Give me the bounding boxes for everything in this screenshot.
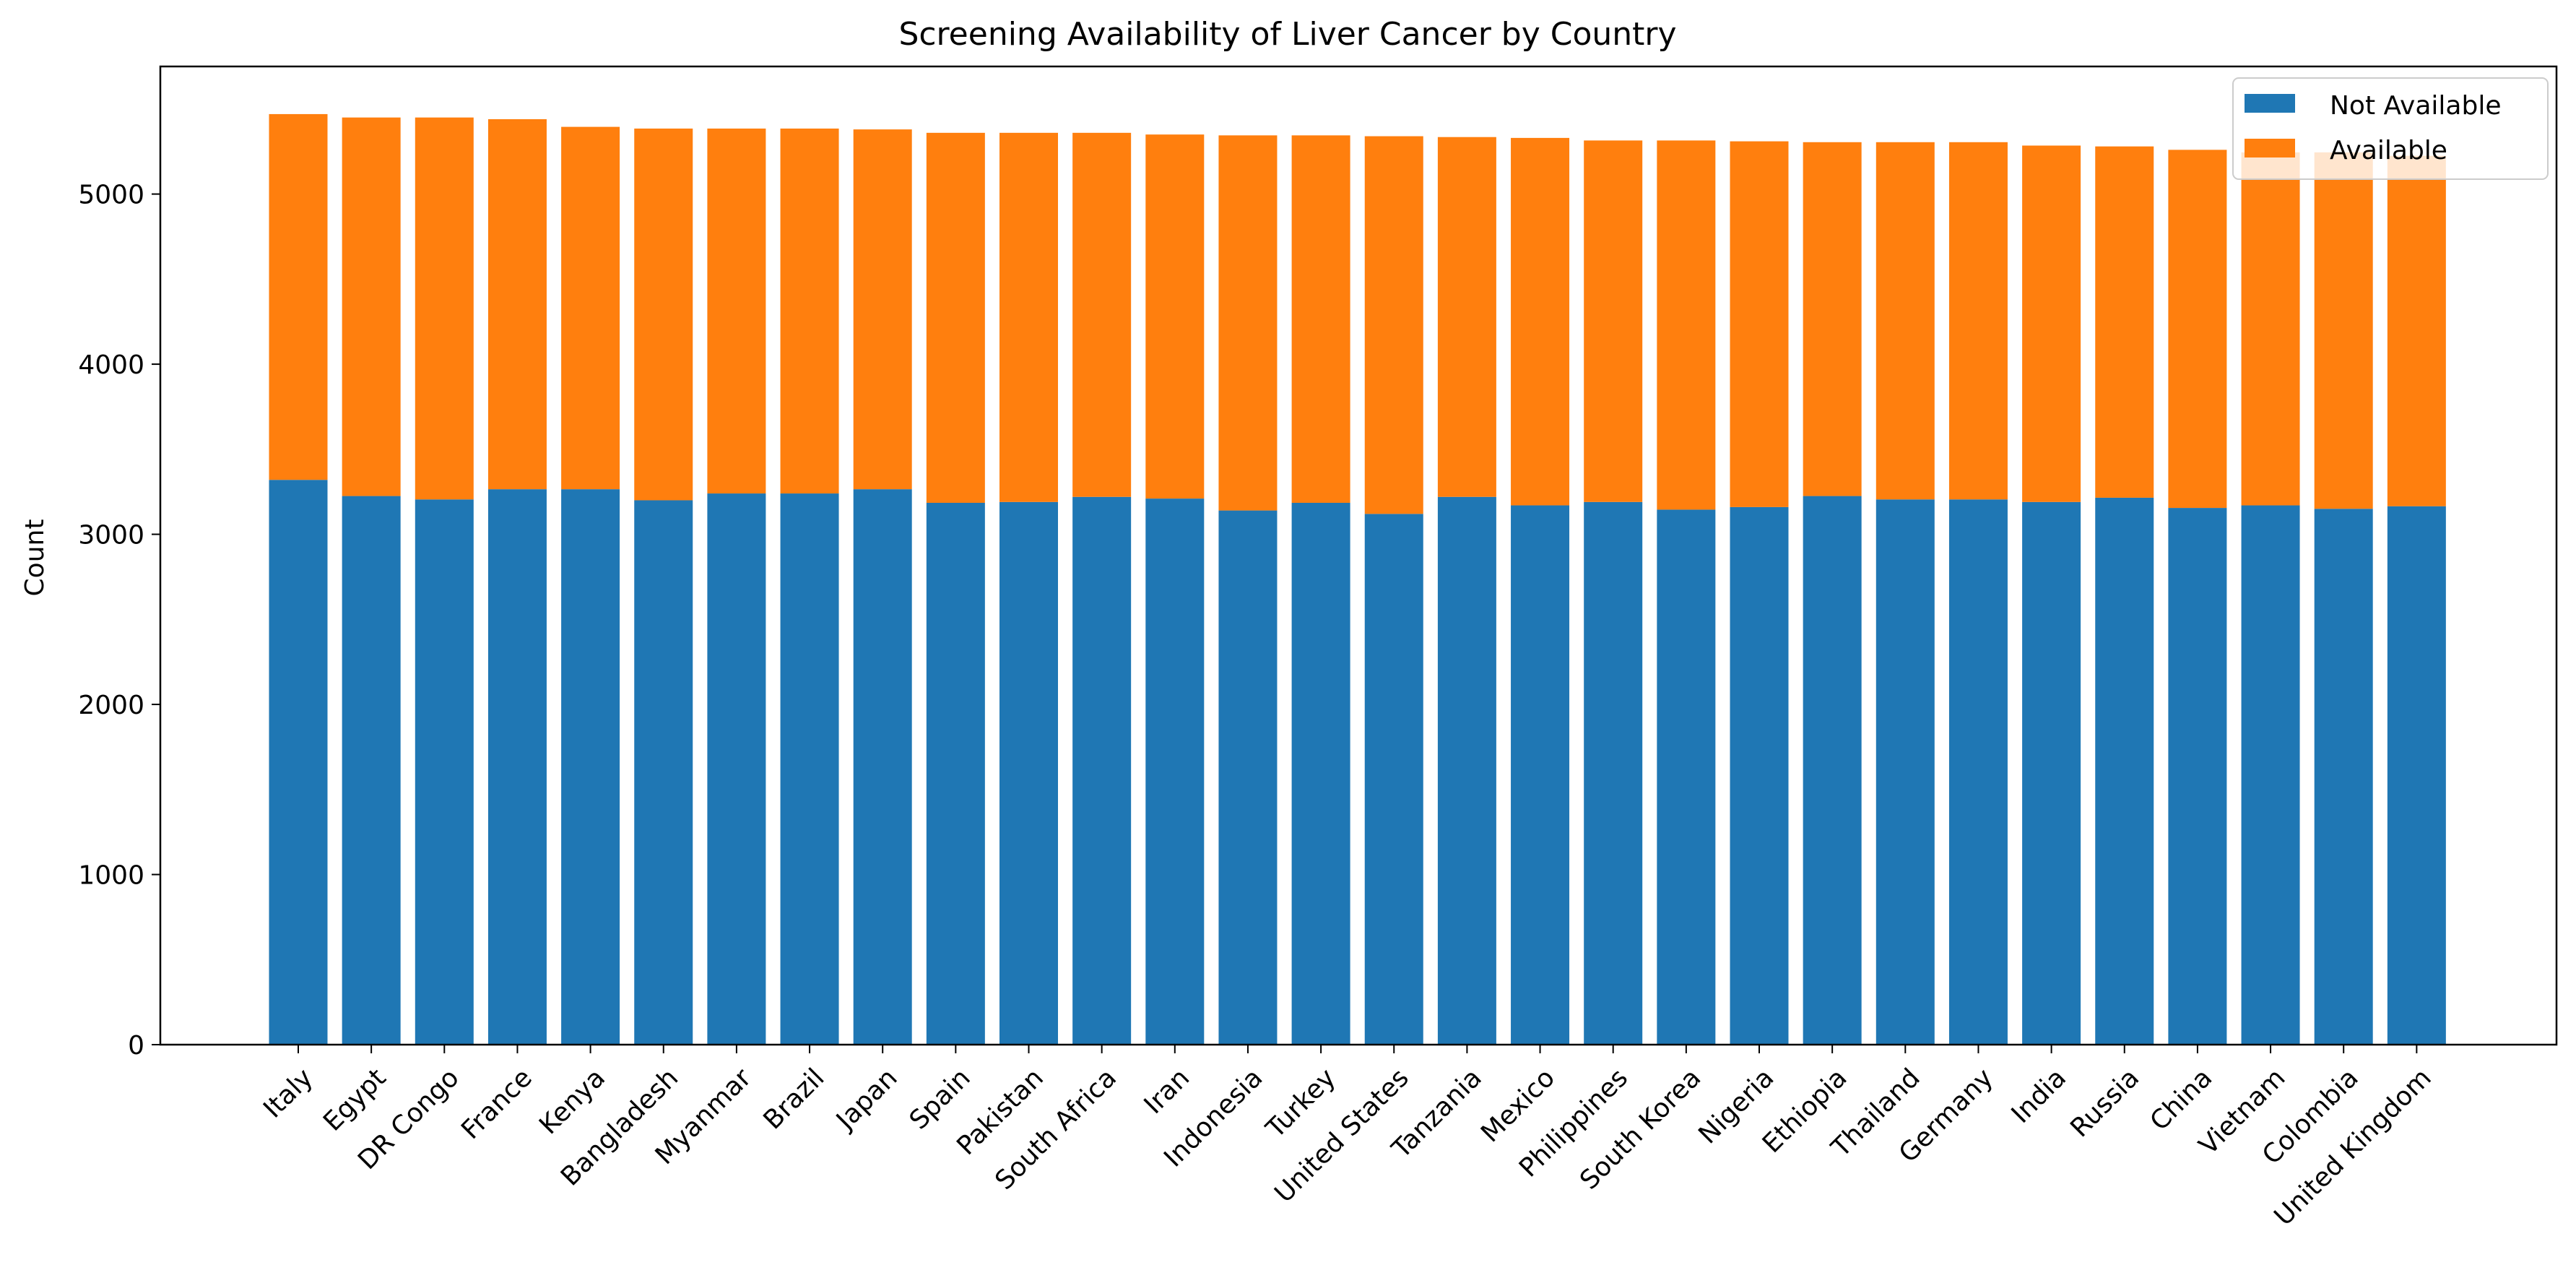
chart-title: Screening Availability of Liver Cancer b… bbox=[898, 16, 1676, 53]
bar-available-brazil bbox=[780, 128, 839, 494]
bar-available-south-korea bbox=[1657, 140, 1716, 510]
bar-not-available-united-kingdom bbox=[2387, 506, 2446, 1045]
bar-available-indonesia bbox=[1218, 135, 1278, 511]
bar-not-available-france bbox=[487, 489, 547, 1045]
bar-not-available-germany bbox=[1948, 499, 2008, 1045]
bar-not-available-vietnam bbox=[2241, 505, 2300, 1045]
bar-not-available-myanmar bbox=[707, 493, 766, 1045]
bar-available-egypt bbox=[342, 117, 401, 496]
bar-not-available-italy bbox=[269, 480, 328, 1045]
bar-available-russia bbox=[2095, 146, 2154, 498]
bar-available-south-africa bbox=[1072, 132, 1132, 497]
y-tick-label-4000: 4000 bbox=[78, 350, 144, 380]
y-tick-label-5000: 5000 bbox=[78, 181, 144, 210]
legend: Not Available Available bbox=[2232, 77, 2549, 180]
y-tick-label-1000: 1000 bbox=[78, 861, 144, 891]
bar-not-available-mexico bbox=[1511, 505, 1570, 1045]
bar-not-available-brazil bbox=[780, 493, 839, 1045]
bar-not-available-south-africa bbox=[1072, 496, 1132, 1045]
bar-not-available-kenya bbox=[561, 489, 620, 1045]
bar-not-available-nigeria bbox=[1730, 506, 1789, 1045]
bar-not-available-dr-congo bbox=[415, 499, 474, 1045]
bar-available-pakistan bbox=[999, 132, 1058, 502]
bar-not-available-united-states bbox=[1364, 514, 1423, 1045]
bar-not-available-china bbox=[2168, 508, 2227, 1045]
bars-layer bbox=[269, 113, 2446, 1045]
bar-available-myanmar bbox=[707, 128, 766, 494]
bar-not-available-spain bbox=[926, 503, 985, 1045]
bar-available-iran bbox=[1145, 134, 1205, 499]
y-tick-label-0: 0 bbox=[128, 1031, 144, 1061]
bar-available-bangladesh bbox=[634, 128, 693, 501]
bar-available-china bbox=[2168, 150, 2227, 509]
bar-not-available-turkey bbox=[1291, 503, 1350, 1045]
bar-available-united-kingdom bbox=[2387, 155, 2446, 506]
bar-available-mexico bbox=[1511, 137, 1570, 506]
bar-available-germany bbox=[1948, 142, 2008, 500]
bar-available-france bbox=[487, 119, 547, 490]
y-tick-label-2000: 2000 bbox=[78, 691, 144, 720]
bar-available-thailand bbox=[1875, 142, 1935, 500]
bar-available-colombia bbox=[2314, 152, 2373, 509]
y-ticks-layer: 0 1000 2000 3000 4000 5000 bbox=[78, 181, 160, 1061]
bar-available-kenya bbox=[561, 126, 620, 490]
bar-available-india bbox=[2022, 145, 2081, 502]
y-tick-label-3000: 3000 bbox=[78, 521, 144, 551]
bar-not-available-colombia bbox=[2314, 509, 2373, 1045]
bar-available-tanzania bbox=[1437, 137, 1496, 497]
bar-not-available-ethiopia bbox=[1803, 496, 1862, 1045]
bar-available-nigeria bbox=[1730, 141, 1789, 507]
bar-available-dr-congo bbox=[415, 117, 474, 500]
bar-available-japan bbox=[853, 129, 912, 490]
bar-not-available-bangladesh bbox=[634, 500, 693, 1045]
legend-swatch-available bbox=[2245, 139, 2295, 157]
bar-available-united-states bbox=[1364, 136, 1423, 514]
bar-not-available-russia bbox=[2095, 497, 2154, 1045]
bar-not-available-japan bbox=[853, 489, 912, 1045]
legend-swatch-not-available bbox=[2245, 94, 2295, 113]
bar-not-available-thailand bbox=[1875, 499, 1935, 1045]
legend-label-not-available: Not Available bbox=[2330, 91, 2501, 121]
bar-available-turkey bbox=[1291, 135, 1350, 503]
bar-not-available-egypt bbox=[342, 496, 401, 1045]
plot-frame bbox=[159, 65, 2558, 1046]
bar-available-italy bbox=[269, 113, 328, 480]
bar-not-available-indonesia bbox=[1218, 510, 1278, 1045]
legend-label-available: Available bbox=[2330, 136, 2447, 165]
bar-not-available-tanzania bbox=[1437, 496, 1496, 1045]
bar-not-available-philippines bbox=[1584, 501, 1643, 1045]
bar-not-available-pakistan bbox=[999, 501, 1058, 1045]
bar-available-spain bbox=[926, 132, 985, 504]
legend-frame bbox=[2232, 77, 2549, 180]
bar-not-available-iran bbox=[1145, 498, 1205, 1045]
bar-available-philippines bbox=[1584, 140, 1643, 502]
bar-not-available-india bbox=[2022, 501, 2081, 1045]
bar-not-available-south-korea bbox=[1657, 509, 1716, 1045]
bar-available-ethiopia bbox=[1803, 142, 1862, 496]
bar-available-vietnam bbox=[2241, 152, 2300, 506]
y-axis-label: Count bbox=[20, 519, 50, 597]
